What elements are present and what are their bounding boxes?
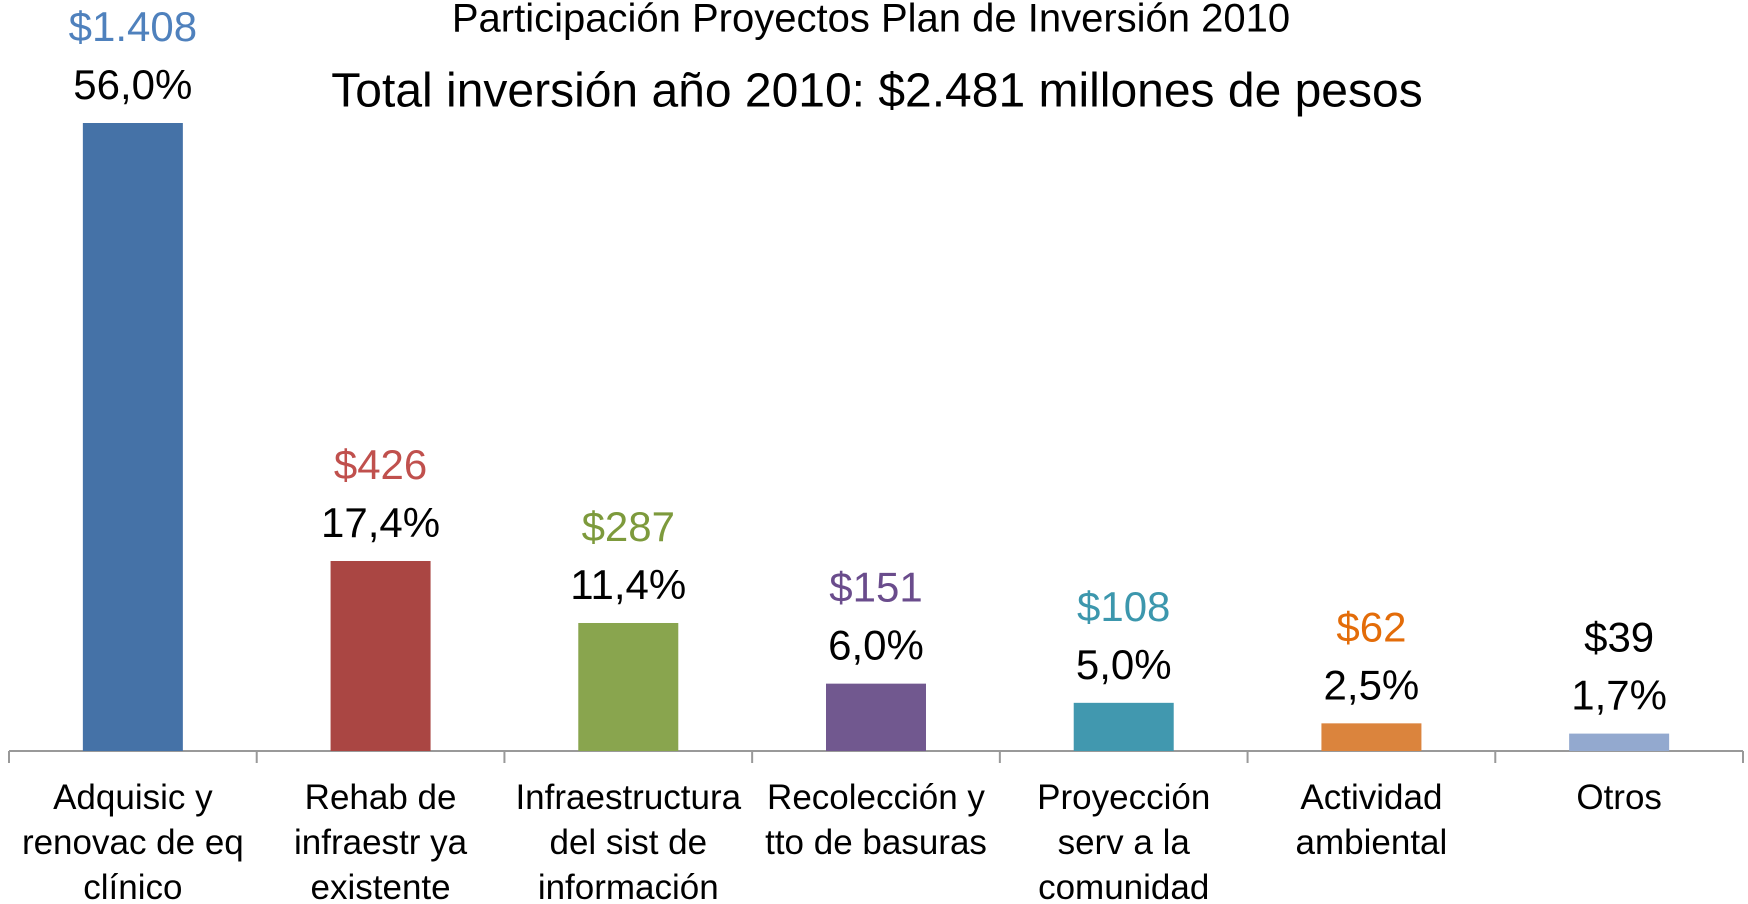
x-tick-label-line: tto de basuras (765, 823, 987, 862)
bar (826, 683, 926, 751)
x-tick-label-line: serv a la (1058, 823, 1191, 862)
bar (1321, 723, 1422, 751)
x-tick-label-line: Otros (1576, 778, 1662, 817)
x-tick-label-line: infraestr ya (294, 823, 468, 862)
share-label: 2,5% (1324, 661, 1420, 708)
value-label: $39 (1584, 614, 1654, 661)
bar (82, 123, 183, 751)
share-label: 6,0% (828, 622, 924, 669)
x-tick-label: Infraestructura del sist de información (515, 778, 741, 904)
value-label: $1.408 (69, 3, 197, 50)
x-tick-label: Proyección serv a la comunidad (1037, 778, 1210, 904)
share-label: 17,4% (321, 499, 440, 546)
x-tick-label-line: Proyección (1037, 778, 1210, 817)
chart-subtitle: Total inversión año 2010: $2.481 millone… (331, 65, 1422, 118)
chart-title: Participación Proyectos Plan de Inversió… (452, 0, 1290, 41)
bar (330, 560, 431, 751)
value-label: $287 (582, 503, 675, 550)
x-tick-label: Recolección y tto de basuras (765, 778, 987, 862)
share-label: 56,0% (73, 61, 192, 108)
x-tick-label-line: clínico (83, 868, 182, 904)
share-label: 11,4% (570, 561, 686, 608)
x-tick-label-line: Actividad (1300, 778, 1442, 817)
x-tick-label: Otros (1576, 778, 1662, 817)
value-label: $108 (1077, 583, 1170, 630)
x-tick-label-line: del sist de (549, 823, 707, 862)
x-tick-label-line: Infraestructura (515, 778, 741, 817)
x-tick-label-line: información (538, 868, 719, 904)
share-label: 1,7% (1571, 672, 1667, 719)
share-label: 5,0% (1076, 641, 1172, 688)
x-tick-label-line: Adquisic y (53, 778, 213, 817)
x-tick-label-line: existente (311, 868, 451, 904)
x-tick-label: Actividad ambiental (1296, 778, 1448, 862)
x-tick-label-line: Rehab de (305, 778, 457, 817)
x-tick-label: Rehab de infraestr ya existente (294, 778, 468, 904)
value-label: $151 (829, 564, 922, 611)
x-tick-label-line: comunidad (1038, 868, 1209, 904)
x-tick-label-line: Recolección y (767, 778, 985, 817)
bar (1569, 733, 1670, 751)
bar (578, 622, 679, 751)
value-label: $62 (1336, 603, 1406, 650)
value-label: $426 (334, 441, 427, 488)
x-tick-label-line: ambiental (1296, 823, 1448, 862)
bar (1073, 702, 1174, 751)
x-tick-label-line: renovac de eq (22, 823, 244, 862)
x-tick-label: Adquisic y renovac de eq clínico (22, 778, 244, 904)
